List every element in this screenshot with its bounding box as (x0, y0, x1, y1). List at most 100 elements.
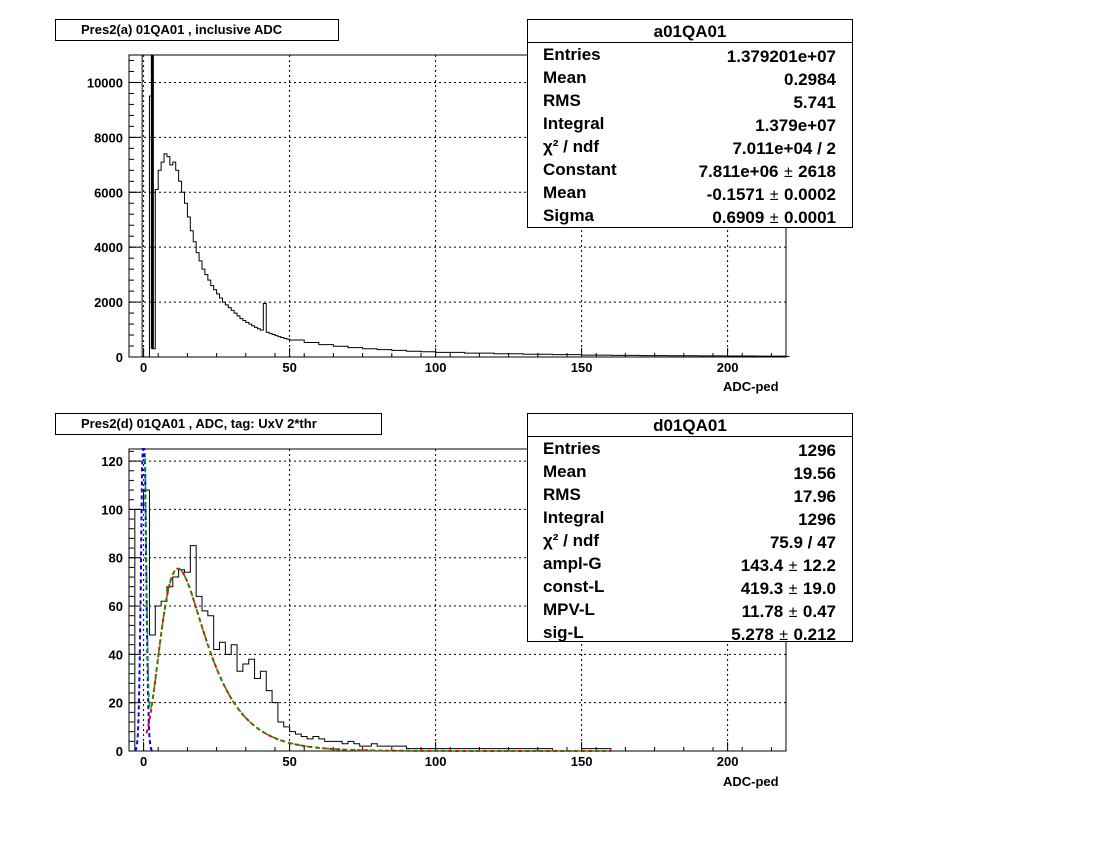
stats-value: 75.9 / 47 (770, 533, 836, 553)
histogram-bin (278, 337, 281, 357)
histogram-bin (249, 324, 252, 357)
histogram-bin (266, 332, 269, 357)
stats-value: 1.379e+07 (755, 116, 836, 136)
stats-value: 17.96 (793, 487, 836, 507)
stats-key: RMS (543, 485, 581, 504)
stats-key: MPV-L (543, 600, 595, 619)
stats-row: Integral 1296 (528, 506, 852, 529)
histogram-bin (187, 217, 190, 357)
stats-value-main: 1.379e+07 (755, 116, 836, 135)
y-tick-label: 0 (116, 744, 123, 759)
histogram-bin (184, 203, 187, 357)
stats-row: sig-L 5.278 ± 0.212 (528, 621, 852, 644)
histogram-bin (307, 739, 313, 751)
histogram-bin (176, 170, 179, 357)
histogram-bin (284, 338, 287, 357)
x-tick-label: 200 (717, 754, 739, 769)
panel-a-title: Pres2(a) 01QA01 , inclusive ADC (55, 19, 339, 41)
x-tick-label: 0 (140, 360, 147, 375)
stats-key: Mean (543, 462, 587, 481)
stats-box-a-name: a01QA01 (528, 20, 852, 43)
histogram-bin (272, 703, 278, 751)
y-tick-label: 4000 (94, 240, 123, 255)
y-tick-label: 6000 (94, 185, 123, 200)
stats-row: const-L 419.3 ± 19.0 (528, 575, 852, 598)
stats-key: Mean (543, 183, 587, 202)
histogram-bin (421, 352, 436, 357)
y-tick-label: 10000 (87, 75, 123, 90)
histogram-bin (190, 231, 193, 357)
histogram-bin (252, 326, 255, 357)
stats-key: χ² / ndf (543, 531, 600, 550)
x-tick-label: 150 (571, 754, 593, 769)
histogram-bin (243, 320, 246, 357)
histogram-bin (284, 727, 290, 751)
stats-box-a: a01QA01 Entries 1.379201e+07 Mean 0.2984 RMS… (527, 19, 853, 228)
histogram-bin (199, 261, 202, 357)
stats-value: 0.6909 ± 0.0001 (712, 208, 836, 228)
histogram-bin (164, 154, 167, 357)
histogram-bin (392, 350, 407, 357)
histogram-bin (152, 349, 155, 357)
histogram-bin (220, 642, 226, 751)
stats-value: 5.741 (793, 93, 836, 113)
histogram-bin (363, 349, 378, 357)
stats-value-error: 0.212 (793, 625, 836, 644)
histogram-bin (240, 319, 243, 357)
stats-value: 1296 (798, 510, 836, 530)
stats-box-d: d01QA01 Entries 1296 Mean 19.56 RMS 17.96 Inte… (527, 413, 853, 644)
stats-key: Integral (543, 508, 605, 527)
y-tick-label: 120 (101, 454, 123, 469)
y-tick-label: 8000 (94, 130, 123, 145)
plus-minus-sign: ± (784, 581, 802, 598)
stats-value-main: 75.9 / 47 (769, 533, 836, 552)
stats-value: 11.78 ± 0.47 (742, 602, 836, 622)
plot-d01QA01: 0 50 100 150 200 0 20 40 60 80 100 120 (101, 448, 787, 769)
histogram-bin (214, 290, 217, 357)
stats-value: 143.4 ± 12.2 (741, 556, 836, 576)
stats-box-d-name: d01QA01 (528, 414, 852, 437)
stats-value-main: 11.78 (741, 602, 784, 621)
stats-row: Entries 1296 (528, 437, 852, 460)
stats-value-main: 1296 (798, 441, 836, 460)
histogram-bin (220, 298, 223, 357)
histogram-bin (182, 192, 185, 357)
stats-key: Sigma (543, 206, 595, 225)
stats-value-main: -0.1571 (706, 185, 765, 204)
stats-value-main: 7.811e+06 (698, 162, 779, 181)
histogram-bin (269, 333, 272, 357)
histogram-bin (158, 170, 161, 357)
histogram-bin (278, 722, 284, 751)
histogram-bin (225, 305, 228, 357)
stats-value: -0.1571 ± 0.0002 (707, 185, 836, 205)
stats-row: Integral 1.379e+07 (528, 112, 852, 135)
histogram-bin (167, 587, 173, 751)
histogram-bin (249, 659, 255, 751)
fit-total-curve (144, 453, 611, 752)
histogram-bin (208, 616, 214, 751)
stats-value: 1.379201e+07 (727, 47, 836, 67)
stats-row: Mean -0.1571 ± 0.0002 (528, 181, 852, 204)
stats-value-main: 143.4 (740, 556, 784, 575)
fit-gaussian-curve (134, 448, 154, 752)
histogram-bin (295, 734, 301, 751)
histogram-bin (406, 351, 421, 357)
histogram-bin (202, 269, 205, 357)
stats-value-error: 0.0002 (784, 185, 836, 204)
histogram-bin (173, 162, 176, 357)
stats-value-main: 17.96 (793, 487, 836, 506)
x-tick-label: 200 (717, 360, 739, 375)
histogram-bin (319, 345, 334, 357)
stats-value-main: 419.3 (740, 579, 784, 598)
stats-key: Constant (543, 160, 617, 179)
stats-key: χ² / ndf (543, 137, 600, 156)
stats-key: Integral (543, 114, 605, 133)
histogram-bin (228, 308, 231, 357)
y-tick-label: 100 (101, 502, 123, 517)
panel-d-title: Pres2(d) 01QA01 , ADC, tag: UxV 2*thr (55, 413, 382, 435)
stats-row: Mean 19.56 (528, 460, 852, 483)
histogram-bin (179, 570, 185, 751)
x-axis-title-d: ADC-ped (723, 774, 779, 789)
stats-row: χ² / ndf 7.011e+04 / 2 (528, 135, 852, 158)
histogram-bin (170, 165, 173, 357)
